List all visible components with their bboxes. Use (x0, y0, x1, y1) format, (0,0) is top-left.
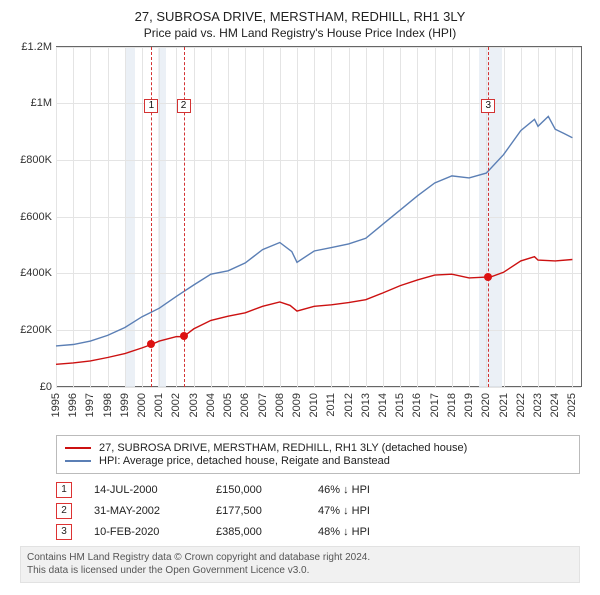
sale-marker-dot (180, 332, 188, 340)
transaction-row: 3 10-FEB-2020 £385,000 48% ↓ HPI (56, 524, 580, 540)
x-tick-label: 2019 (463, 393, 475, 417)
legend-swatch (65, 460, 91, 462)
x-tick-label: 2022 (515, 393, 527, 417)
sale-marker-box: 3 (481, 99, 495, 113)
legend: 27, SUBROSA DRIVE, MERSTHAM, REDHILL, RH… (56, 435, 580, 474)
x-tick-label: 2016 (411, 393, 423, 417)
series-hpi (56, 116, 572, 346)
tx-date: 31-MAY-2002 (94, 505, 194, 517)
legend-swatch (65, 447, 91, 449)
y-tick-label: £1.2M (10, 41, 52, 53)
x-tick-label: 1998 (102, 393, 114, 417)
footer-line: Contains HM Land Registry data © Crown c… (27, 551, 573, 565)
sale-marker-dot (484, 273, 492, 281)
y-tick-label: £0 (10, 381, 52, 393)
marker-box-icon: 2 (56, 503, 72, 519)
sale-marker-line (488, 47, 489, 387)
transaction-row: 1 14-JUL-2000 £150,000 46% ↓ HPI (56, 482, 580, 498)
sale-marker-dot (147, 340, 155, 348)
x-tick-label: 2024 (549, 393, 561, 417)
y-tick-label: £600K (10, 211, 52, 223)
tx-price: £385,000 (216, 526, 296, 538)
tx-date: 14-JUL-2000 (94, 484, 194, 496)
chart-subtitle: Price paid vs. HM Land Registry's House … (10, 26, 590, 40)
x-tick-label: 2006 (239, 393, 251, 417)
chart-title: 27, SUBROSA DRIVE, MERSTHAM, REDHILL, RH… (10, 8, 590, 26)
footer-line: This data is licensed under the Open Gov… (27, 564, 573, 578)
x-tick-label: 2021 (498, 393, 510, 417)
x-tick-label: 1995 (50, 393, 62, 417)
x-tick-label: 2013 (360, 393, 372, 417)
x-tick-label: 2015 (394, 393, 406, 417)
legend-item: 27, SUBROSA DRIVE, MERSTHAM, REDHILL, RH… (65, 442, 571, 454)
chart-container: 27, SUBROSA DRIVE, MERSTHAM, REDHILL, RH… (0, 0, 600, 595)
sale-marker-line (151, 47, 152, 387)
x-tick-label: 2000 (136, 393, 148, 417)
y-tick-label: £1M (10, 97, 52, 109)
marker-box-icon: 3 (56, 524, 72, 540)
x-tick-label: 2023 (532, 393, 544, 417)
x-tick-label: 2009 (291, 393, 303, 417)
transactions-table: 1 14-JUL-2000 £150,000 46% ↓ HPI 2 31-MA… (56, 482, 580, 540)
sale-marker-box: 2 (177, 99, 191, 113)
x-tick-label: 1999 (119, 393, 131, 417)
x-tick-label: 2001 (153, 393, 165, 417)
x-axis-labels: 1995199619971998199920002001200220032004… (56, 387, 582, 427)
series-price_paid (56, 256, 572, 364)
tx-diff: 46% ↓ HPI (318, 484, 408, 496)
marker-box-icon: 1 (56, 482, 72, 498)
x-tick-label: 2011 (325, 393, 337, 417)
legend-label: 27, SUBROSA DRIVE, MERSTHAM, REDHILL, RH… (99, 442, 467, 454)
x-tick-label: 2017 (429, 393, 441, 417)
series-svg (56, 47, 581, 387)
transaction-row: 2 31-MAY-2002 £177,500 47% ↓ HPI (56, 503, 580, 519)
plot-area: £0£200K£400K£600K£800K£1M£1.2M123 (56, 46, 582, 387)
tx-diff: 48% ↓ HPI (318, 526, 408, 538)
x-tick-label: 2004 (205, 393, 217, 417)
y-tick-label: £400K (10, 267, 52, 279)
tx-diff: 47% ↓ HPI (318, 505, 408, 517)
x-tick-label: 2010 (308, 393, 320, 417)
tx-price: £177,500 (216, 505, 296, 517)
x-tick-label: 2014 (377, 393, 389, 417)
x-tick-label: 2018 (446, 393, 458, 417)
x-tick-label: 1997 (84, 393, 96, 417)
tx-price: £150,000 (216, 484, 296, 496)
x-tick-label: 2025 (566, 393, 578, 417)
tx-date: 10-FEB-2020 (94, 526, 194, 538)
legend-item: HPI: Average price, detached house, Reig… (65, 455, 571, 467)
x-tick-label: 2005 (222, 393, 234, 417)
x-tick-label: 2008 (274, 393, 286, 417)
x-tick-label: 2003 (188, 393, 200, 417)
x-tick-label: 2007 (257, 393, 269, 417)
x-tick-label: 2020 (480, 393, 492, 417)
y-tick-label: £200K (10, 324, 52, 336)
legend-label: HPI: Average price, detached house, Reig… (99, 455, 390, 467)
attribution-footer: Contains HM Land Registry data © Crown c… (20, 546, 580, 583)
x-tick-label: 2012 (343, 393, 355, 417)
sale-marker-box: 1 (144, 99, 158, 113)
x-tick-label: 1996 (67, 393, 79, 417)
x-tick-label: 2002 (170, 393, 182, 417)
y-tick-label: £800K (10, 154, 52, 166)
